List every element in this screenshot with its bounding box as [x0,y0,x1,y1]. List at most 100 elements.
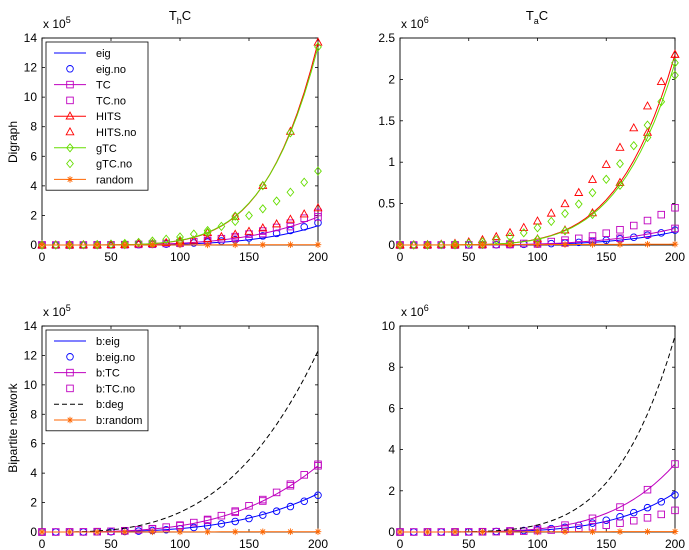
legend-label: TC.no [96,95,126,107]
y-tick-label: 6 [388,401,395,415]
data-point [602,229,611,237]
data-point [643,503,652,512]
data-point [286,226,295,235]
column-title-tac: TaC [526,8,548,26]
x-tick-label: 0 [39,537,46,550]
data-point [519,228,528,238]
x-tick-label: 100 [170,250,190,264]
y-tick-label: 4 [30,466,37,480]
data-point [217,511,226,520]
data-point [574,187,584,196]
data-point [190,523,198,532]
data-point [436,239,446,248]
data-point [300,497,308,506]
data-point [561,208,569,219]
data-point [601,159,611,168]
y-tick-label: 0 [30,525,37,539]
data-point [286,187,295,197]
series-b-deg [400,336,676,533]
data-point [671,240,679,248]
series-line [42,350,319,533]
data-point [190,518,198,527]
data-point [189,235,199,244]
data-point [629,141,638,151]
legend-label: gTC.no [96,159,132,171]
row-label-bipartite: Bipartite network [6,382,20,472]
data-point [520,239,528,248]
y-tick-label: 8 [388,360,395,374]
data-point [65,240,74,250]
data-point [38,240,46,250]
data-point [616,180,624,191]
y-tick-label: 8 [30,407,37,421]
data-point [217,221,226,232]
data-point [575,234,583,243]
data-point [602,174,611,185]
legend-marker [66,65,74,73]
y-tick-label: 4 [388,443,395,457]
data-point [107,527,115,536]
legend-marker [66,176,74,183]
chart-bipartite-tac: 0 50 100 150 200 0 2 4 6 8 10 x 106 [382,303,686,550]
data-point [589,241,596,248]
data-point [66,528,73,536]
data-point [300,223,308,231]
data-point [258,180,268,189]
data-point [121,241,129,249]
y-tick-label: 2.5 [378,31,395,45]
data-point [51,240,60,250]
data-point [314,213,322,221]
data-point [189,229,198,239]
data-point [78,239,88,249]
data-point [547,216,556,227]
data-point [671,528,679,535]
legend-box [45,329,149,432]
series-b-deg [42,350,319,533]
data-point [231,517,239,526]
series-b-random [38,528,322,536]
data-point [479,241,486,249]
data-point [286,128,295,138]
data-point [258,204,267,214]
data-point [588,232,597,240]
y-tick-label: 2 [388,72,395,86]
data-point [286,219,295,227]
data-point [616,519,624,527]
chart-digraph-tac: 0 50 100 150 200 0 0.5 1 1.5 2 2.5 x 106 [378,15,685,264]
data-point [671,491,679,499]
data-point [314,42,322,52]
data-point [492,234,501,245]
data-point [176,241,184,249]
data-point [588,209,597,220]
data-point [505,227,515,237]
data-point [203,515,212,524]
y-tick-label: 10 [382,319,396,333]
data-point [547,526,556,534]
data-point [314,166,322,176]
data-point [204,528,211,536]
data-point [93,241,101,249]
data-point [231,216,240,227]
data-point [203,227,212,238]
data-point [670,49,680,58]
legend-marker [66,80,74,89]
chart-bipartite-thc: 0 50 100 150 200 0 2 4 6 8 10 12 14 x 105 b:eig b:eig.n… [24,303,329,550]
x-tick-label: 150 [596,250,616,264]
data-point [602,521,611,529]
series-random [396,240,679,249]
data-point [671,460,679,468]
data-point [120,239,129,250]
data-point [314,208,322,217]
legend-label: b:random [96,415,142,427]
legend-marker [66,384,74,393]
data-point [244,226,254,235]
data-point [272,488,281,497]
y-tick-label: 6 [30,149,37,163]
data-point [272,223,281,232]
data-point [286,502,295,511]
data-point [93,528,101,536]
data-point [314,460,322,469]
y-tick-label: 4 [30,179,37,193]
y-tick-label: 10 [24,378,38,392]
